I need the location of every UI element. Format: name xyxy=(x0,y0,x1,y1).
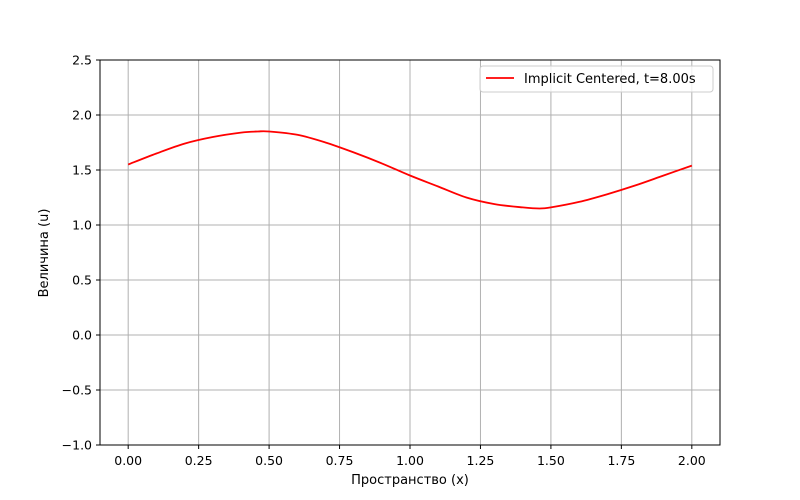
legend-entry-label: Implicit Centered, t=8.00s xyxy=(524,72,696,87)
y-axis-label: Величина (u) xyxy=(37,209,52,298)
y-tick-label: −1.0 xyxy=(62,438,92,453)
x-tick-label: 0.25 xyxy=(185,453,213,468)
legend-box xyxy=(479,65,714,93)
y-tick-label: 2.5 xyxy=(72,53,92,68)
x-axis-label: Пространство (x) xyxy=(351,473,469,488)
x-tick-label: 0.00 xyxy=(114,453,142,468)
x-tick-label: 1.00 xyxy=(396,453,424,468)
y-ticks: −1.0 −0.5 0.0 0.5 1.0 1.5 2.0 2.5 xyxy=(62,53,100,453)
y-tick-label: 0.5 xyxy=(72,273,92,288)
y-tick-label: −0.5 xyxy=(62,383,92,398)
y-tick-label: 1.0 xyxy=(72,218,92,233)
x-tick-label: 1.25 xyxy=(467,453,495,468)
x-tick-label: 2.00 xyxy=(678,453,706,468)
series-layer xyxy=(127,130,693,210)
x-tick-label: 0.75 xyxy=(326,453,354,468)
y-tick-label: 2.0 xyxy=(72,108,92,123)
x-tick-label: 1.50 xyxy=(537,453,565,468)
x-tick-label: 1.75 xyxy=(607,453,635,468)
x-tick-label: 0.50 xyxy=(255,453,283,468)
y-tick-label: 0.0 xyxy=(72,328,92,343)
y-tick-label: 1.5 xyxy=(72,163,92,178)
x-ticks: 0.00 0.25 0.50 0.75 1.00 1.25 1.50 1.75 2.00 xyxy=(114,445,706,468)
legend: Implicit Centered, t=8.00s xyxy=(479,65,714,93)
grid xyxy=(100,59,720,446)
series-line xyxy=(127,130,693,210)
